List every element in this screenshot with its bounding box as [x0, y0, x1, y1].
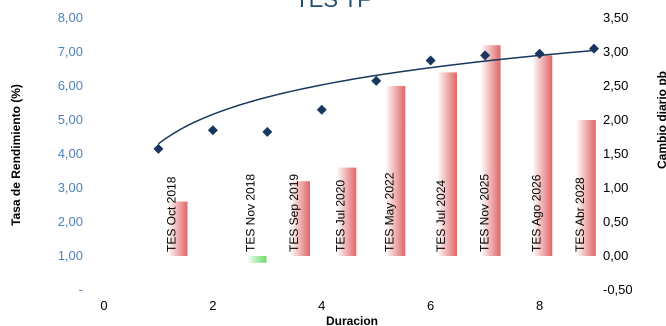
- bar: [437, 72, 457, 257]
- bar: [246, 256, 267, 263]
- x-axis-title: Duracion: [326, 314, 378, 326]
- bar-label: TES Abr 2028: [573, 177, 587, 252]
- y-right-tick-label: 3,50: [603, 10, 628, 25]
- y-right-tick-label: 1,00: [603, 180, 628, 195]
- y-left-tick-label: -: [79, 282, 83, 297]
- scatter-point: [371, 75, 382, 86]
- chart-title: TES TF: [295, 0, 370, 12]
- scatter-point: [207, 125, 218, 136]
- y-right-tick-label: 0,50: [603, 214, 628, 229]
- scatter-point: [153, 143, 164, 154]
- y-left-tick-label: 6,00: [58, 78, 83, 93]
- bar: [336, 167, 357, 256]
- scatter-point: [534, 48, 545, 59]
- y-right-tick-label: 2,00: [603, 112, 628, 127]
- x-tick-label: 6: [427, 298, 434, 313]
- y-axis-right-title: Cambio diario pb: [655, 71, 666, 169]
- bar: [532, 55, 553, 257]
- bar: [575, 120, 596, 256]
- bar-label: TES Ago 2026: [529, 174, 543, 252]
- bar-label: TES Jul 2024: [434, 180, 448, 252]
- y-left-tick-label: 4,00: [58, 146, 83, 161]
- x-tick-label: 8: [536, 298, 543, 313]
- y-left-tick-label: 2,00: [58, 214, 83, 229]
- bar: [167, 201, 188, 256]
- bar: [290, 181, 310, 256]
- bar-label: TES May 2022: [382, 172, 396, 252]
- y-left-tick-label: 3,00: [58, 180, 83, 195]
- y-right-tick-label: -0,50: [603, 282, 633, 297]
- scatter-point: [480, 50, 491, 61]
- y-axis-left-title: Tasa de Rendimiento (%): [9, 84, 23, 226]
- x-tick-label: 2: [209, 298, 216, 313]
- bar: [480, 45, 501, 257]
- bar-label: TES Oct 2018: [165, 176, 179, 252]
- trendline: [157, 49, 595, 145]
- x-tick-label: 4: [318, 298, 325, 313]
- y-left-tick-label: 7,00: [58, 44, 83, 59]
- y-left-tick-label: 5,00: [58, 112, 83, 127]
- bar-label: TES Sep 2019: [287, 174, 301, 252]
- x-tick-label: 0: [100, 298, 107, 313]
- bar-label: TES Nov 2025: [478, 174, 492, 252]
- y-right-tick-label: 2,50: [603, 78, 628, 93]
- scatter-point: [316, 104, 327, 115]
- bar-label: TES Nov 2018: [243, 174, 257, 252]
- scatter-point: [425, 55, 436, 66]
- bar: [385, 86, 406, 256]
- y-right-tick-label: 1,50: [603, 146, 628, 161]
- y-left-tick-label: 8,00: [58, 10, 83, 25]
- bar-label: TES Jul 2020: [333, 180, 347, 252]
- y-right-tick-label: 0,00: [603, 248, 628, 263]
- scatter-point: [262, 126, 273, 137]
- y-left-tick-label: 1,00: [58, 248, 83, 263]
- y-right-tick-label: 3,00: [603, 44, 628, 59]
- scatter-point: [589, 43, 599, 54]
